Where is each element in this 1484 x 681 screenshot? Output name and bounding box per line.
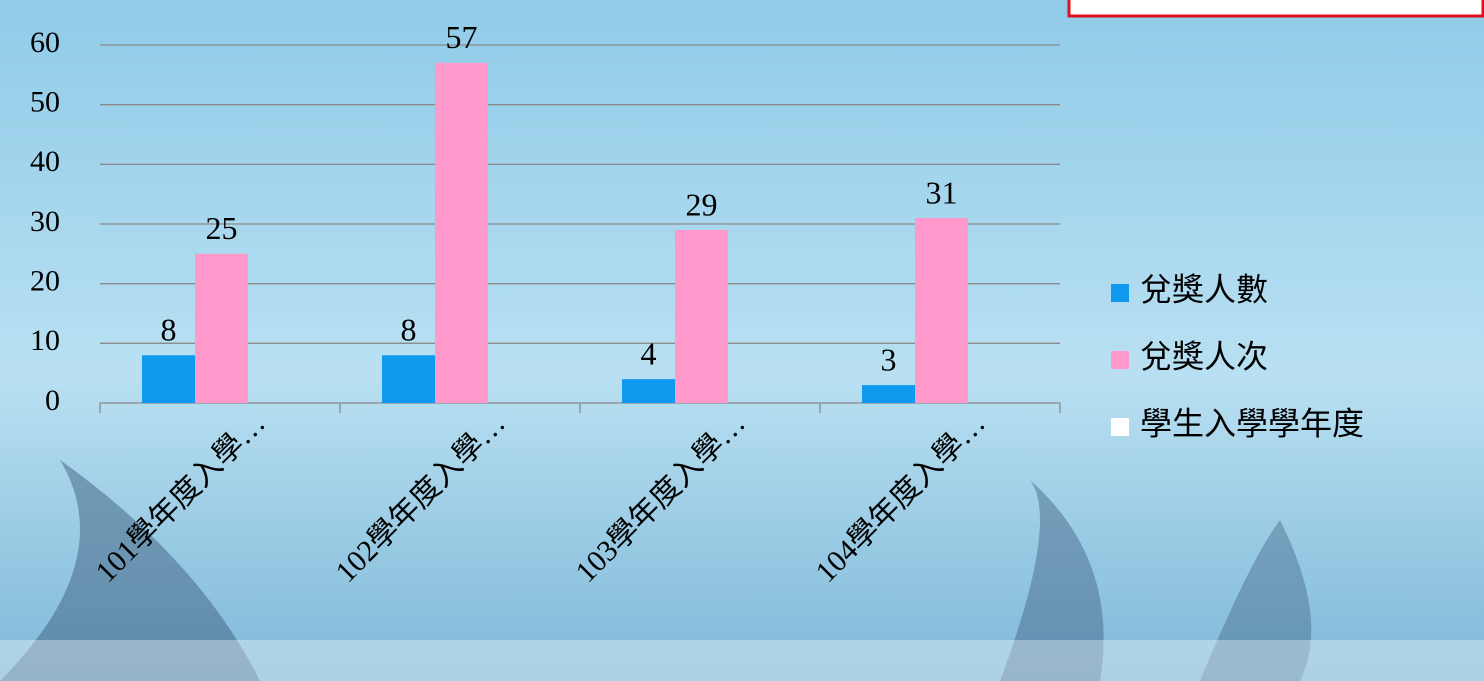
legend-label: 學生入學學年度 bbox=[1140, 405, 1364, 441]
y-tick-label: 0 bbox=[45, 384, 60, 417]
decoration bbox=[1200, 520, 1312, 681]
legend-swatch bbox=[1111, 284, 1129, 302]
legend-swatch bbox=[1111, 351, 1129, 369]
bar bbox=[142, 355, 195, 403]
bar bbox=[622, 379, 675, 403]
bar bbox=[862, 385, 915, 403]
data-label: 57 bbox=[446, 19, 478, 55]
y-tick-label: 40 bbox=[30, 145, 60, 178]
y-tick-label: 30 bbox=[30, 205, 60, 238]
data-label: 29 bbox=[686, 186, 718, 222]
y-tick-label: 20 bbox=[30, 265, 60, 298]
bar bbox=[435, 62, 488, 404]
bar bbox=[915, 218, 968, 403]
grass bbox=[0, 640, 1484, 681]
bar bbox=[382, 355, 435, 403]
y-tick-label: 60 bbox=[30, 26, 60, 59]
data-label: 8 bbox=[161, 312, 177, 348]
data-label: 3 bbox=[881, 341, 897, 377]
data-label: 25 bbox=[206, 210, 238, 246]
y-tick-label: 10 bbox=[30, 324, 60, 357]
bar bbox=[675, 229, 728, 403]
data-label: 4 bbox=[641, 335, 657, 371]
legend-label: 兌獎人數 bbox=[1140, 271, 1268, 307]
legend-swatch bbox=[1111, 418, 1129, 436]
callout-box bbox=[1067, 0, 1484, 18]
bar bbox=[195, 253, 248, 403]
decoration bbox=[0, 460, 260, 681]
legend-label: 兌獎人次 bbox=[1140, 338, 1268, 374]
decoration bbox=[1000, 480, 1104, 681]
y-tick-label: 50 bbox=[30, 86, 60, 119]
data-label: 31 bbox=[926, 174, 958, 210]
data-label: 8 bbox=[401, 312, 417, 348]
